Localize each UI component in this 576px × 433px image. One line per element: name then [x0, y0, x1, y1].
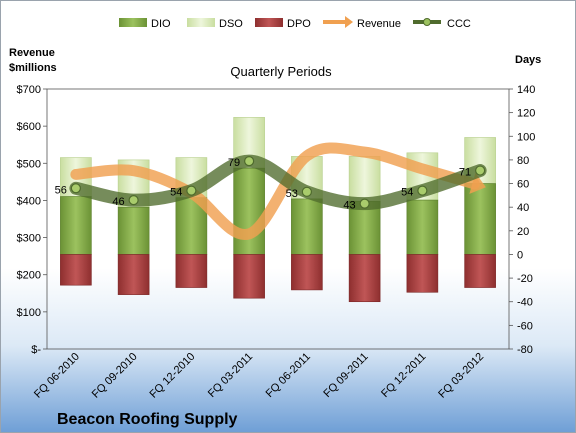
y-right-tick-label: 80 — [517, 155, 529, 167]
ccc-data-label: 53 — [286, 188, 298, 200]
y-right-axis-title: Days — [515, 54, 541, 66]
ccc-data-label: 46 — [112, 196, 124, 208]
y-right-tick-label: -60 — [517, 320, 533, 332]
legend-label-dio: DIO — [151, 18, 171, 30]
bar-dpo — [233, 254, 265, 299]
ccc-data-label: 79 — [228, 157, 240, 169]
bar-dpo — [175, 254, 208, 288]
y-right-tick-label: 120 — [517, 108, 535, 120]
y-left-axis-ticks: $- $100 $200 $300 $400 $500 $600 $700 — [17, 84, 47, 356]
y-right-tick-label: -20 — [517, 273, 533, 285]
x-tick-label: FQ 09-2011 — [321, 351, 370, 400]
chart-title: Quarterly Periods — [230, 64, 332, 79]
bar-dio — [60, 196, 92, 255]
y-left-axis-title-line2: $millions — [9, 62, 57, 74]
bar-dio — [406, 199, 439, 255]
y-right-tick-label: 100 — [517, 131, 535, 143]
legend-swatch-dso — [187, 18, 215, 27]
bar-dio — [464, 183, 496, 255]
ccc-point — [70, 183, 81, 194]
y-left-tick-label: $700 — [17, 84, 41, 96]
x-tick-label: FQ 06-2010 — [32, 351, 82, 401]
bar-dso — [348, 156, 381, 202]
x-tick-label: FQ 12-2011 — [379, 351, 428, 400]
x-axis-labels: FQ 06-2010 FQ 09-2010 FQ 12-2010 FQ 03-2011… — [32, 351, 486, 401]
y-right-tick-label: 60 — [517, 179, 529, 191]
y-left-tick-label: $100 — [17, 307, 41, 319]
legend-label-ccc: CCC — [447, 18, 471, 30]
legend-swatch-ccc — [413, 18, 441, 26]
x-tick-label: FQ 03-2011 — [206, 351, 255, 400]
y-left-tick-label: $400 — [17, 195, 41, 207]
y-left-tick-label: $- — [31, 344, 41, 356]
legend-label-dpo: DPO — [287, 18, 311, 30]
ccc-line — [69, 154, 487, 211]
y-left-tick-label: $300 — [17, 233, 41, 245]
y-left-tick-label: $600 — [17, 121, 41, 133]
ccc-data-label: 56 — [55, 184, 67, 196]
x-tick-label: FQ 03-2012 — [436, 351, 486, 401]
y-right-tick-label: -40 — [517, 297, 533, 309]
y-left-axis-title-line1: Revenue — [9, 47, 55, 59]
ccc-point — [244, 155, 255, 167]
ccc-series: 56 46 54 79 53 43 54 71 — [55, 154, 487, 212]
plot-area — [46, 88, 510, 350]
bar-dio — [117, 206, 150, 255]
ccc-data-label: 54 — [401, 187, 413, 199]
revenue-series — [70, 142, 486, 240]
x-tick-label: FQ 09-2010 — [90, 351, 140, 401]
company-name: Beacon Roofing Supply — [57, 411, 238, 428]
ccc-data-label: 54 — [170, 187, 182, 199]
y-right-tick-label: 140 — [517, 84, 535, 96]
bar-series — [60, 117, 496, 303]
ccc-point — [475, 165, 486, 176]
bar-dpo — [406, 254, 439, 293]
y-right-tick-label: 0 — [517, 249, 523, 261]
y-right-axis-ticks: -80 -60 -40 -20 0 20 40 60 80 100 120 140 — [509, 84, 535, 356]
legend-label-revenue: Revenue — [357, 18, 401, 30]
ccc-point — [301, 186, 312, 197]
y-right-tick-label: 20 — [517, 226, 529, 238]
legend-swatch-dpo — [255, 18, 283, 27]
legend: DIO DSO DPO Revenue CCC — [119, 16, 471, 30]
ccc-point — [186, 185, 197, 196]
legend-label-dso: DSO — [219, 18, 243, 30]
bar-dpo — [60, 254, 92, 286]
ccc-data-label: 43 — [343, 200, 355, 212]
bar-dpo — [348, 254, 381, 303]
ccc-data-label: 71 — [459, 167, 471, 179]
x-tick-label: FQ 06-2011 — [264, 351, 313, 400]
bar-dio — [291, 198, 323, 255]
ccc-point — [417, 185, 428, 196]
legend-swatch-dio — [119, 18, 147, 27]
y-left-tick-label: $200 — [17, 270, 41, 282]
revenue-line — [70, 142, 480, 240]
bar-dpo — [291, 254, 323, 291]
y-left-tick-label: $500 — [17, 158, 41, 170]
bar-dio — [233, 167, 265, 255]
y-right-tick-label: -80 — [517, 344, 533, 356]
bar-dpo — [117, 254, 150, 295]
ccc-point — [128, 194, 139, 206]
legend-swatch-revenue — [323, 16, 353, 28]
bar-dpo — [464, 254, 496, 288]
ccc-point — [359, 198, 370, 209]
x-tick-label: FQ 12-2010 — [148, 351, 198, 401]
revenue-arrowhead — [469, 172, 486, 194]
y-right-tick-label: 40 — [517, 202, 529, 214]
